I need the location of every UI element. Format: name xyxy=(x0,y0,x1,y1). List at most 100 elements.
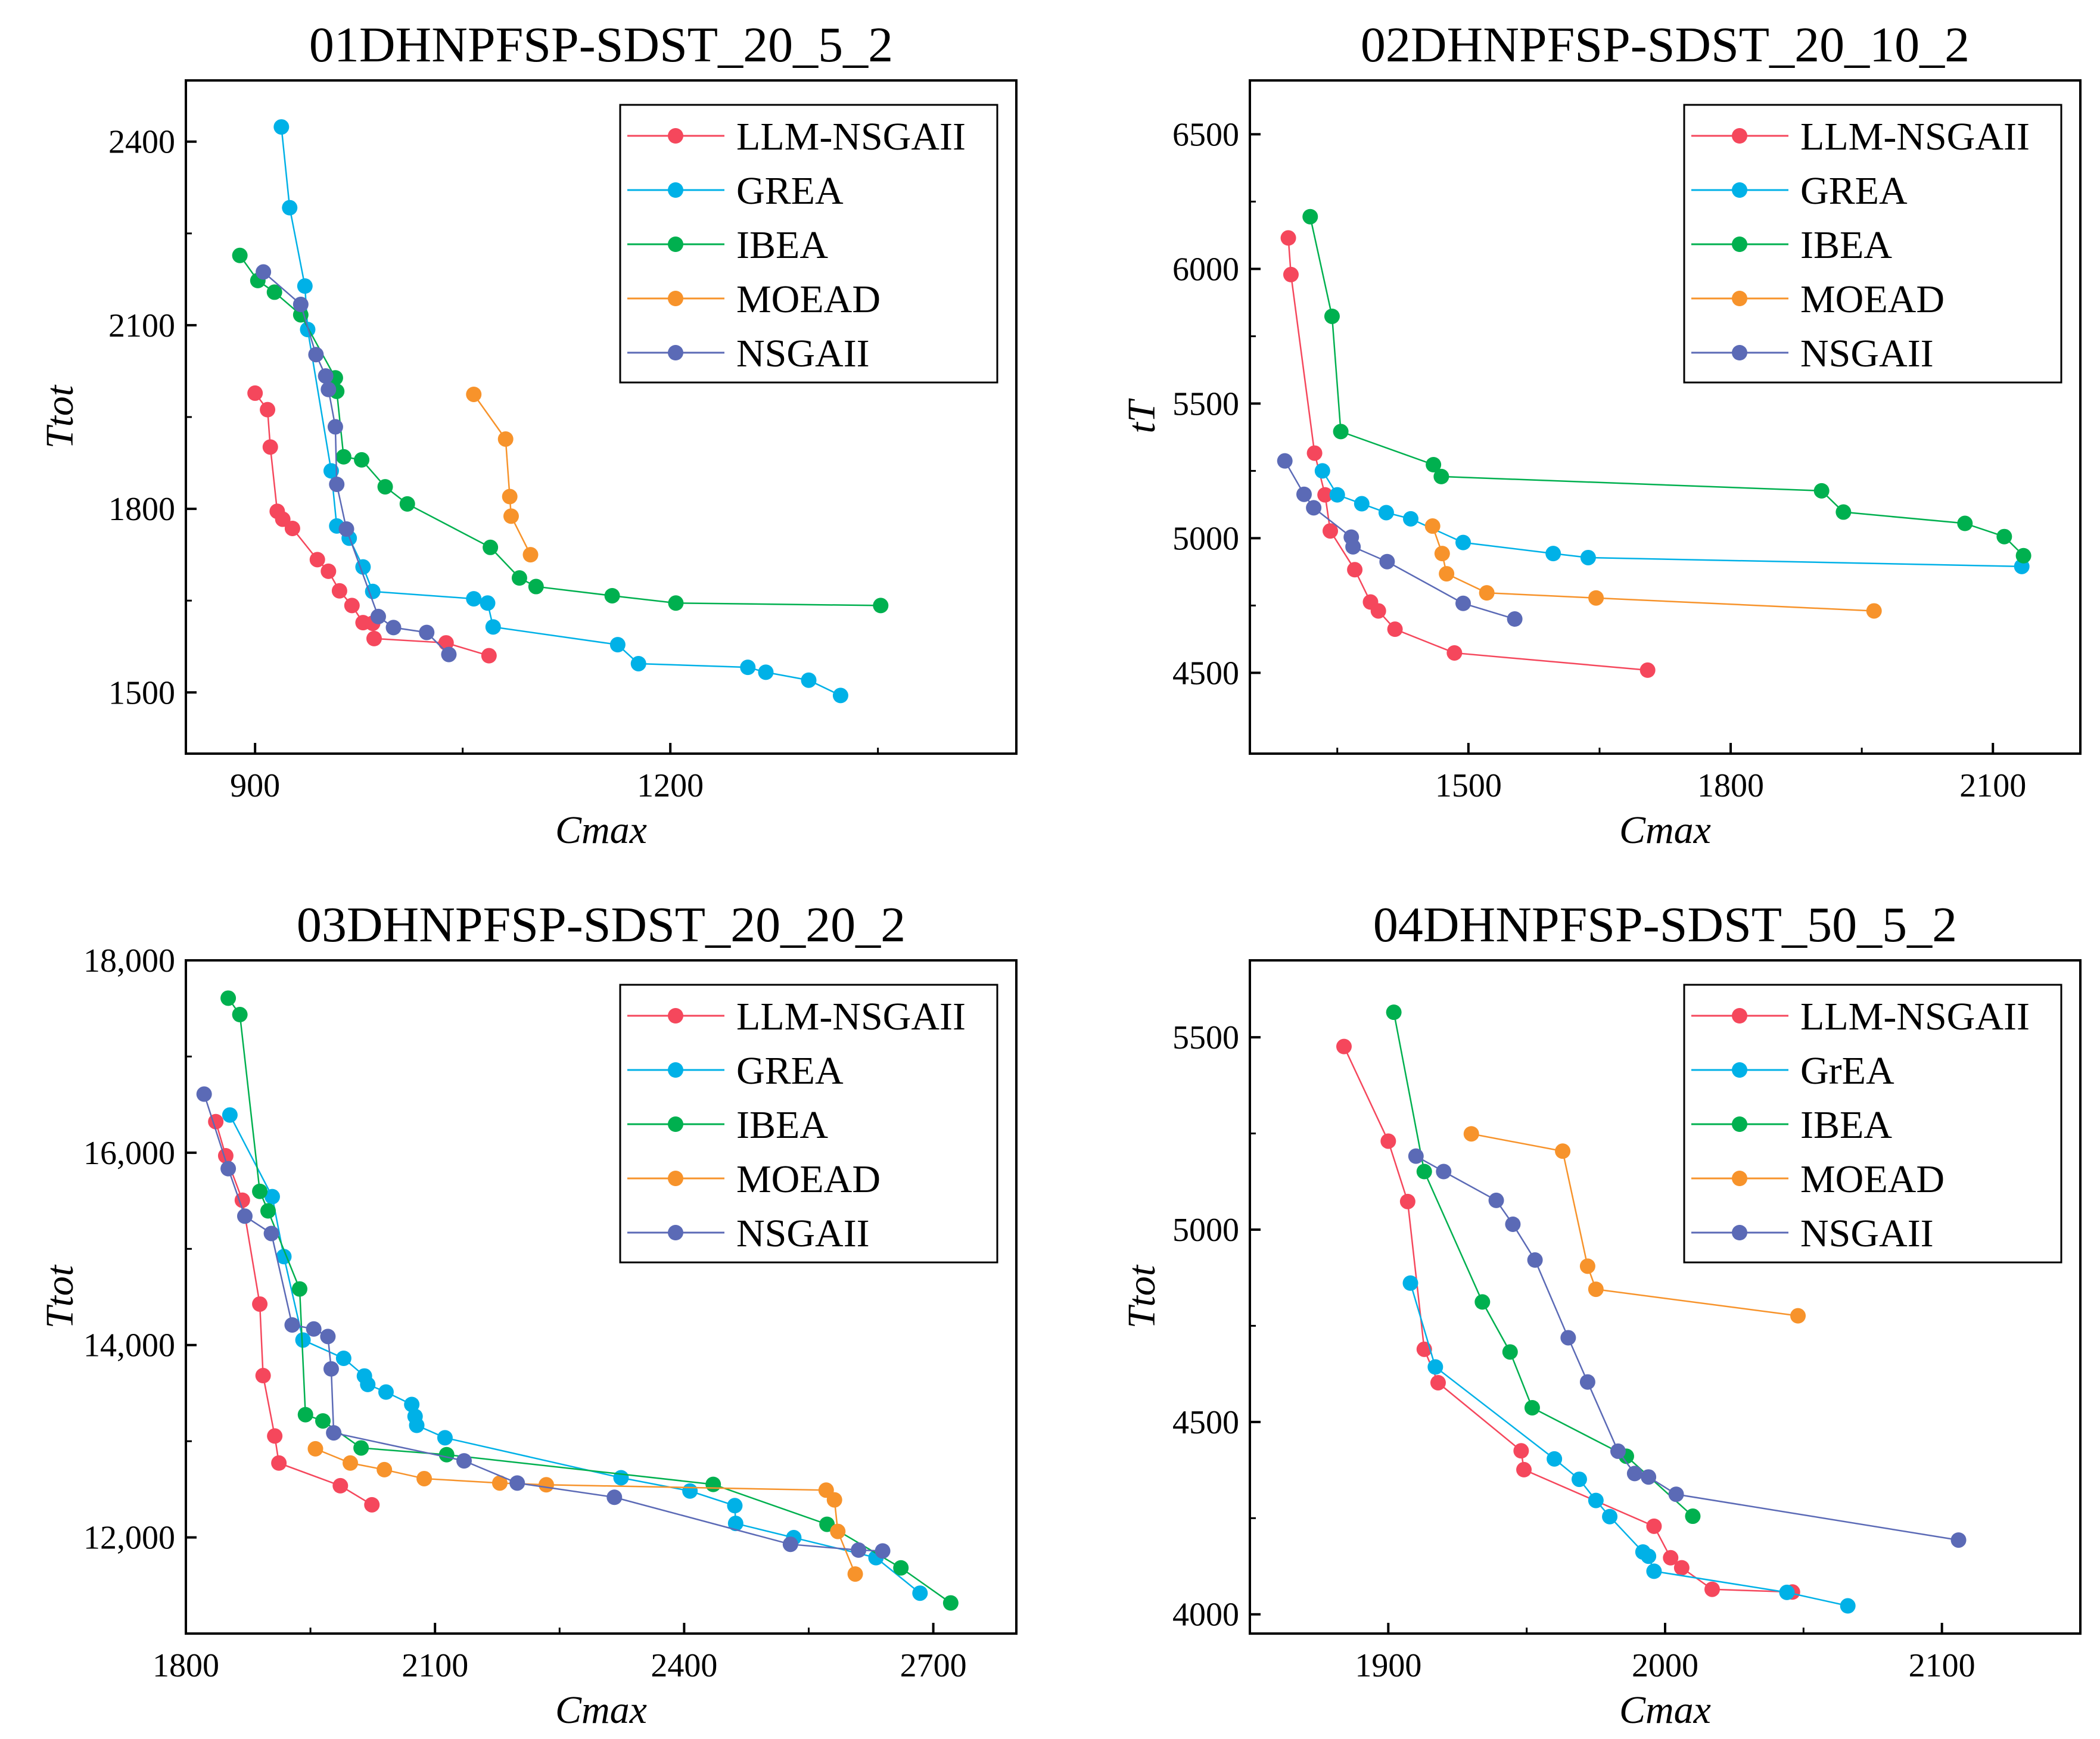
data-point xyxy=(609,637,626,653)
legend-marker xyxy=(1732,1225,1747,1240)
data-point xyxy=(1479,585,1495,601)
data-point xyxy=(370,608,386,624)
series-nsgaii xyxy=(1277,453,1523,627)
legend-marker xyxy=(1732,1008,1747,1024)
data-point xyxy=(875,1543,891,1559)
legend-item: MOEAD xyxy=(1691,1158,1945,1201)
data-point xyxy=(1302,209,1318,225)
data-point xyxy=(222,1107,238,1123)
x-tick-label: 1200 xyxy=(637,767,704,804)
data-point xyxy=(481,648,497,664)
legend-label: MOEAD xyxy=(1800,1158,1945,1201)
legend-label: IBEA xyxy=(736,1103,828,1147)
legend-label: MOEAD xyxy=(1800,278,1945,321)
data-point xyxy=(668,595,684,611)
x-tick-label: 900 xyxy=(230,767,280,804)
series-line xyxy=(315,1448,856,1575)
data-point xyxy=(260,402,276,418)
x-axis-label: Cmax xyxy=(555,1688,647,1732)
data-point xyxy=(404,1396,420,1413)
data-point xyxy=(308,347,324,363)
data-point xyxy=(335,449,351,465)
data-point xyxy=(1430,1374,1446,1390)
legend-marker xyxy=(1732,345,1747,360)
data-point xyxy=(1436,1164,1452,1180)
data-point xyxy=(538,1477,554,1493)
data-point xyxy=(873,598,889,614)
data-point xyxy=(682,1483,698,1499)
legend-item: LLM-NSGAII xyxy=(1691,995,2030,1038)
data-point xyxy=(295,1332,311,1348)
chart-panel-2: 02DHNPFSP-SDST_20_10_2 1500 1800 2100 4500 50… xyxy=(1120,17,2082,852)
data-point xyxy=(782,1536,798,1553)
data-point xyxy=(1639,662,1656,678)
legend-label: NSGAII xyxy=(736,332,870,375)
legend-item: GREA xyxy=(627,169,844,213)
data-point xyxy=(256,264,272,280)
data-point xyxy=(1866,603,1882,619)
data-point xyxy=(237,1208,253,1224)
series-ibea xyxy=(1386,1004,1701,1525)
data-point xyxy=(365,583,381,599)
data-point xyxy=(1455,534,1471,550)
data-point xyxy=(321,381,337,397)
legend-item: GrEA xyxy=(1691,1049,1894,1093)
data-point xyxy=(366,630,382,646)
data-point xyxy=(1455,595,1471,611)
data-point xyxy=(264,1189,280,1205)
data-point xyxy=(1579,1374,1595,1390)
data-point xyxy=(942,1595,959,1611)
data-point xyxy=(220,990,237,1006)
series-line xyxy=(473,394,531,555)
data-point xyxy=(335,1350,351,1366)
data-point xyxy=(1416,1164,1432,1180)
x-tick-label: 2700 xyxy=(900,1647,967,1684)
legend: LLM-NSGAII GREA IBEA MOEAD NSGAII xyxy=(619,984,998,1264)
data-point xyxy=(456,1453,472,1469)
data-point xyxy=(247,385,263,401)
data-point xyxy=(1427,1359,1443,1375)
chart-panel-3: 03DHNPFSP-SDST_20_20_2 1800 2100 2400 2700 12… xyxy=(38,897,1018,1732)
legend-label: NSGAII xyxy=(1800,332,1934,375)
y-tick-label: 4500 xyxy=(1172,655,1239,692)
data-point xyxy=(1314,463,1330,479)
data-point xyxy=(354,452,370,468)
data-point xyxy=(1813,483,1830,499)
data-point xyxy=(1296,486,1312,502)
legend-marker xyxy=(668,291,683,306)
data-point xyxy=(830,1523,846,1539)
data-point xyxy=(1306,445,1323,461)
y-tick-label: 5500 xyxy=(1172,385,1239,422)
x-axis-label: Cmax xyxy=(1619,1688,1711,1732)
legend-item: NSGAII xyxy=(627,1212,870,1255)
data-point xyxy=(1463,1126,1479,1142)
data-point xyxy=(232,1007,248,1023)
data-point xyxy=(1790,1308,1806,1324)
legend-label: NSGAII xyxy=(1800,1212,1934,1255)
data-point xyxy=(630,655,646,671)
legend: LLM-NSGAII GrEA IBEA MOEAD NSGAII xyxy=(1683,984,2062,1264)
data-point xyxy=(1957,515,1973,531)
data-point xyxy=(1950,1532,1967,1548)
data-point xyxy=(1336,1038,1352,1054)
data-point xyxy=(511,570,527,586)
data-point xyxy=(509,1475,525,1491)
data-point xyxy=(220,1161,237,1177)
legend-item: IBEA xyxy=(627,1103,828,1147)
y-tick-label: 5000 xyxy=(1172,1212,1239,1249)
legend-marker xyxy=(1732,1062,1747,1078)
data-point xyxy=(1329,487,1345,503)
data-point xyxy=(438,635,454,651)
data-point xyxy=(1424,518,1441,534)
y-tick-label: 5500 xyxy=(1172,1019,1239,1056)
y-tick-label: 4000 xyxy=(1172,1597,1239,1634)
legend-marker xyxy=(1732,182,1747,198)
plot-frame xyxy=(185,959,1018,1635)
plot-frame xyxy=(1249,79,2082,755)
data-point xyxy=(1408,1148,1424,1164)
data-point xyxy=(332,1477,349,1494)
series-ibea xyxy=(220,990,959,1611)
data-point xyxy=(1387,621,1403,637)
y-axis-label: Ttot xyxy=(38,1264,82,1329)
data-point xyxy=(338,521,354,537)
